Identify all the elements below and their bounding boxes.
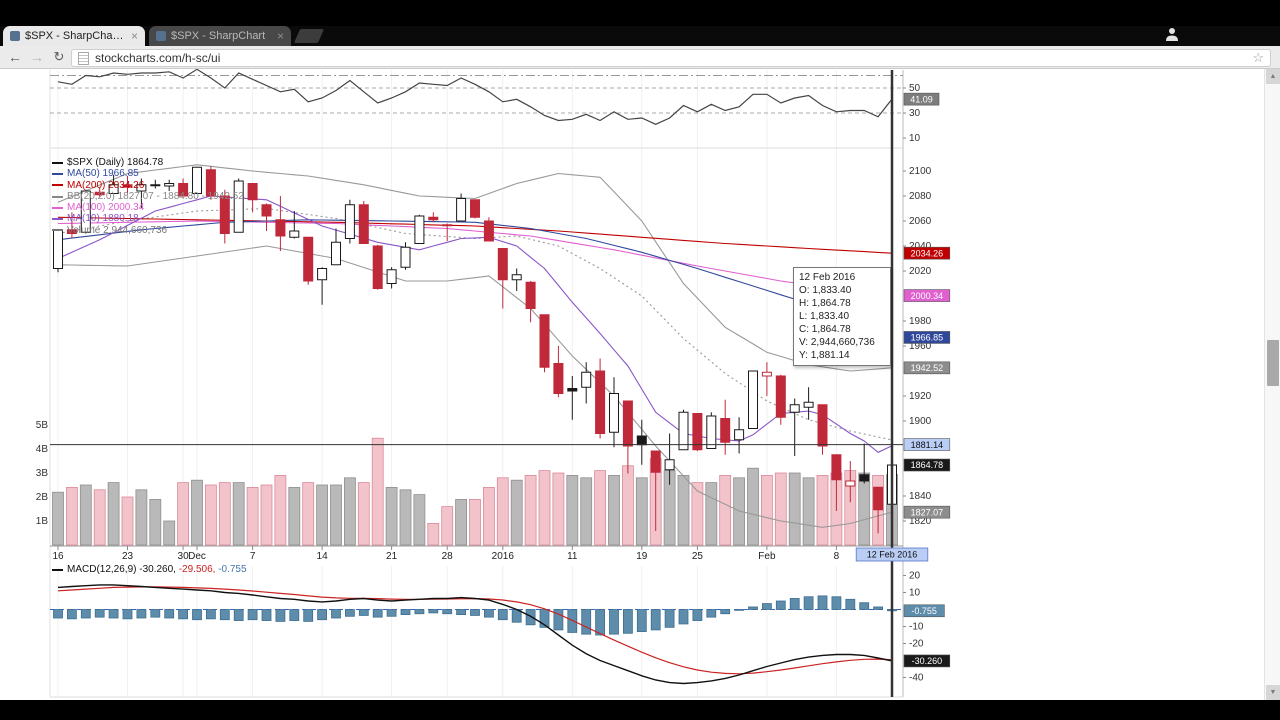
scroll-up-button[interactable]: ▲ — [1266, 69, 1280, 84]
legend-item: Volume 2,944,660,736 — [52, 225, 244, 236]
main-chart-legend: $SPX (Daily) 1864.78 MA(50) 1966.85 MA(200… — [52, 157, 244, 236]
legend-swatch — [52, 172, 63, 175]
tooltip-y: Y: 1,881.14 — [799, 349, 885, 362]
tooltip-open-label: O: — [799, 285, 810, 296]
url-text[interactable]: stockcharts.com/h-sc/ui — [95, 51, 221, 65]
page-scrollbar[interactable]: ▲ ▼ — [1264, 69, 1280, 700]
legend-label: $SPX (Daily) 1864.78 — [67, 157, 164, 168]
legend-swatch — [52, 184, 63, 187]
tooltip-close-label: C: — [799, 324, 809, 335]
legend-item: MA(50) 1966.85 — [52, 168, 244, 179]
legend-swatch — [52, 161, 63, 164]
bookmark-star-icon[interactable]: ☆ — [1252, 50, 1264, 65]
tooltip-volume: V: 2,944,660,736 — [799, 336, 885, 349]
browser-toolbar: ← → ↻ stockcharts.com/h-sc/ui ☆ — [0, 46, 1280, 69]
legend-swatch — [52, 568, 63, 571]
macd-legend: MACD(12,26,9) -30.260, -29.506, -0.755 — [52, 564, 249, 575]
tooltip-high-value: 1,864.78 — [811, 298, 851, 309]
tooltip-date: 12 Feb 2016 — [799, 272, 856, 283]
tooltip-y-value: 1,881.14 — [810, 350, 850, 361]
ohlc-tooltip: 12 Feb 2016 O: 1,833.40 H: 1,864.78 L: 1… — [793, 267, 891, 366]
tab-title: $SPX - SharpChart — [171, 30, 266, 42]
legend-swatch — [52, 218, 63, 221]
macd-legend-part: -29.506, — [178, 564, 219, 575]
legend-label: MA(200) 2034.26 — [67, 179, 145, 191]
browser-tab-active[interactable]: $SPX - SharpCharts W × — [3, 26, 145, 46]
tooltip-high-label: H: — [799, 298, 809, 309]
tooltip-close-value: 1,864.78 — [811, 324, 851, 335]
legend-item: MA(200) 2034.26 — [52, 180, 244, 191]
legend-item: MA(100) 2000.34 — [52, 202, 244, 213]
new-tab-button[interactable] — [293, 29, 325, 43]
letterbox-top — [0, 0, 1280, 26]
tab-close-icon[interactable]: × — [276, 29, 284, 43]
back-button[interactable]: ← — [8, 49, 22, 65]
tooltip-volume-label: V: — [799, 337, 809, 348]
legend-label: MA(100) 2000.34 — [67, 202, 145, 214]
legend-label: MA(10) 1880.18 — [67, 213, 139, 225]
legend-item: BB(20,2.0) 1827.07 - 1884.80 - 1942.52 — [52, 191, 244, 202]
tooltip-high: H: 1,864.78 — [799, 297, 885, 310]
tooltip-low-value: 1,833.40 — [810, 311, 850, 322]
legend-item: $SPX (Daily) 1864.78 — [52, 157, 244, 168]
macd-legend-part: -0.755 — [218, 564, 250, 575]
tooltip-low: L: 1,833.40 — [799, 310, 885, 323]
tooltip-volume-value: 2,944,660,736 — [810, 337, 875, 348]
url-bar[interactable]: stockcharts.com/h-sc/ui ☆ — [71, 49, 1271, 67]
profile-icon[interactable] — [1164, 27, 1180, 41]
legend-label: Volume 2,944,660,736 — [67, 224, 168, 236]
scroll-thumb[interactable] — [1267, 340, 1279, 386]
tooltip-open: O: 1,833.40 — [799, 284, 885, 297]
tab-close-icon[interactable]: × — [130, 29, 138, 43]
legend-swatch — [52, 229, 63, 232]
tab-favicon — [10, 31, 20, 41]
page-icon — [78, 51, 89, 65]
legend-swatch — [52, 195, 63, 198]
forward-button[interactable]: → — [30, 49, 44, 65]
reload-button[interactable]: ↻ — [53, 49, 65, 64]
browser-tab-inactive[interactable]: $SPX - SharpChart × — [149, 26, 291, 46]
tab-favicon — [156, 31, 166, 41]
legend-item: MA(10) 1880.18 — [52, 213, 244, 224]
letterbox-bottom — [0, 700, 1280, 720]
scroll-down-button[interactable]: ▼ — [1266, 685, 1280, 700]
legend-swatch — [52, 206, 63, 209]
tab-title: $SPX - SharpCharts W — [25, 30, 126, 42]
tooltip-open-value: 1,833.40 — [812, 285, 852, 296]
legend-label: MA(50) 1966.85 — [67, 168, 139, 180]
legend-label: BB(20,2.0) 1827.07 - 1884.80 - 1942.52 — [67, 190, 244, 202]
tooltip-y-label: Y: — [799, 350, 808, 361]
macd-legend-part: MACD(12,26,9) -30.260, — [67, 564, 179, 575]
tooltip-close: C: 1,864.78 — [799, 323, 885, 336]
tooltip-low-label: L: — [799, 311, 808, 322]
